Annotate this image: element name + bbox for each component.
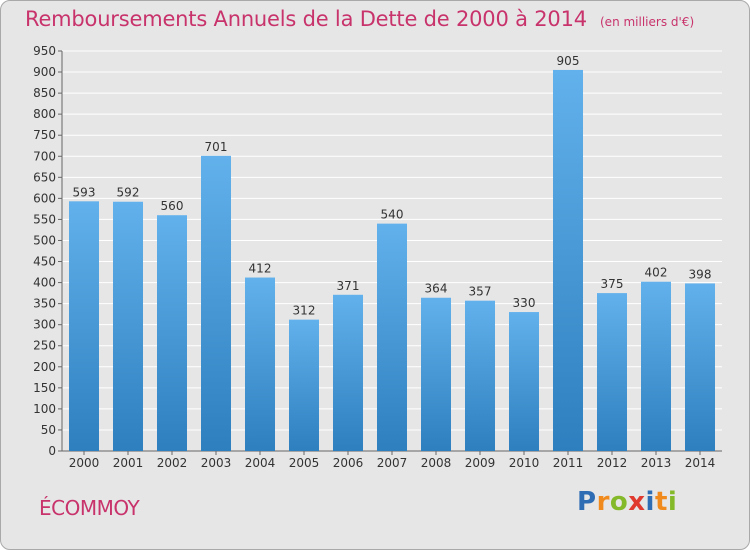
logo-letter: t (654, 487, 668, 517)
x-tick-label-2006: 2006 (333, 456, 364, 470)
data-label-2000: 593 (73, 185, 96, 199)
bar-2005 (289, 319, 319, 451)
bar-2012 (597, 293, 627, 451)
y-tick-label: 550 (33, 212, 56, 226)
bar-2013 (641, 281, 671, 451)
y-tick-label: 900 (33, 65, 56, 79)
data-label-2007: 540 (381, 208, 404, 222)
y-tick-label: 450 (33, 255, 56, 269)
y-tick-label: 350 (33, 297, 56, 311)
bar-2008 (421, 297, 451, 451)
data-label-2008: 364 (425, 282, 448, 296)
x-tick-label-2001: 2001 (113, 456, 144, 470)
bar-2006 (333, 294, 363, 451)
y-tick-label: 0 (48, 444, 56, 458)
x-tick-label-2010: 2010 (509, 456, 540, 470)
logo-letter: o (609, 487, 629, 517)
x-tick-label-2012: 2012 (597, 456, 628, 470)
y-tick-label: 300 (33, 318, 56, 332)
x-tick-label-2004: 2004 (245, 456, 276, 470)
x-tick-label-2005: 2005 (289, 456, 320, 470)
data-label-2012: 375 (601, 277, 624, 291)
logo-letter: x (628, 487, 646, 517)
y-tick-label: 200 (33, 360, 56, 374)
x-tick-label-2009: 2009 (465, 456, 496, 470)
x-tick-label-2007: 2007 (377, 456, 408, 470)
commune-name: ÉCOMMOY (39, 496, 140, 520)
data-label-2013: 402 (645, 266, 668, 280)
x-tick-label-2000: 2000 (69, 456, 100, 470)
y-tick-label: 950 (33, 44, 56, 58)
x-tick-label-2011: 2011 (553, 456, 584, 470)
y-tick-label: 600 (33, 191, 56, 205)
logo-letter: i (667, 487, 678, 517)
data-label-2001: 592 (117, 186, 140, 200)
logo-letter: i (645, 487, 655, 517)
proxiti-logo: Proxiti (577, 487, 677, 517)
logo-letter: r (596, 487, 610, 517)
data-label-2009: 357 (469, 285, 492, 299)
bar-2002 (157, 215, 187, 451)
y-tick-label: 100 (33, 402, 56, 416)
y-tick-label: 750 (33, 128, 56, 142)
y-tick-label: 650 (33, 170, 56, 184)
bar-2011 (553, 69, 583, 452)
labels: 0 50 100 150 200 250 300 350 400 450 500 550 600 650 7… (33, 44, 715, 470)
bar-2004 (245, 277, 275, 451)
x-tick-label-2014: 2014 (685, 456, 716, 470)
y-tick-label: 850 (33, 86, 56, 100)
x-tick-label-2003: 2003 (201, 456, 232, 470)
y-tick-label: 250 (33, 339, 56, 353)
logo-letter: P (577, 487, 597, 517)
data-label-2011: 905 (557, 54, 580, 68)
bar-2014 (685, 283, 715, 451)
x-tick-label-2008: 2008 (421, 456, 452, 470)
bar-2001 (113, 201, 143, 451)
bar-2007 (377, 223, 407, 451)
bar-2003 (201, 155, 231, 451)
bars (69, 69, 715, 452)
y-tick-label: 150 (33, 381, 56, 395)
chart-title: Remboursements Annuels de la Dette de 20… (25, 7, 587, 31)
y-tick-label: 800 (33, 107, 56, 121)
data-label-2002: 560 (161, 199, 184, 213)
data-label-2014: 398 (689, 267, 712, 281)
x-tick-label-2013: 2013 (641, 456, 672, 470)
data-label-2005: 312 (293, 304, 316, 318)
chart-title-row: Remboursements Annuels de la Dette de 20… (25, 7, 694, 31)
y-tick-label: 500 (33, 233, 56, 247)
data-label-2003: 701 (205, 140, 228, 154)
y-tick-label: 700 (33, 149, 56, 163)
y-tick-label: 50 (41, 423, 56, 437)
y-tick-label: 400 (33, 276, 56, 290)
bar-2009 (465, 300, 495, 451)
chart-unit-note: (en milliers d'€) (600, 15, 695, 29)
data-label-2006: 371 (337, 279, 360, 293)
data-label-2004: 412 (249, 262, 272, 276)
x-tick-label-2002: 2002 (157, 456, 188, 470)
bar-2010 (509, 312, 539, 451)
bar-2000 (69, 201, 99, 451)
data-label-2010: 330 (513, 296, 536, 310)
